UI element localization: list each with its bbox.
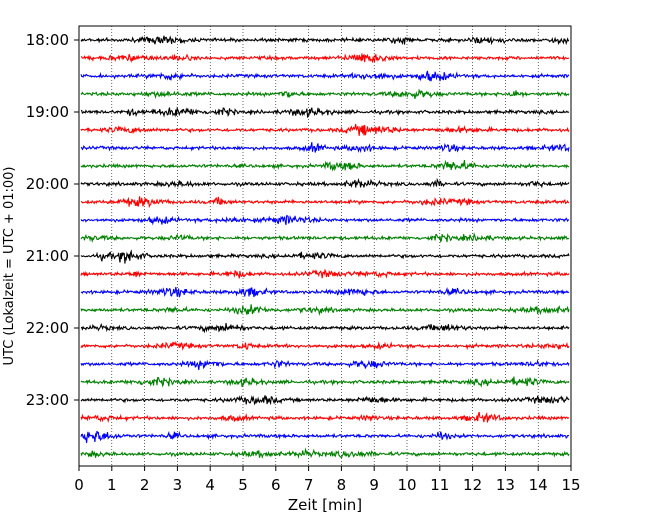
x-tick-label: 4: [205, 476, 215, 494]
seismogram-trace: [80, 395, 570, 406]
x-tick-label: 10: [397, 476, 416, 494]
seismogram-trace: [80, 304, 570, 316]
x-tick-label: 9: [369, 476, 379, 494]
y-tick-label: 22:00: [26, 319, 69, 337]
x-tick-label: 6: [271, 476, 281, 494]
seismogram-trace: [80, 214, 570, 226]
x-axis-label: Zeit [min]: [288, 496, 362, 514]
x-tick-label: 2: [140, 476, 150, 494]
y-tick-label: 20:00: [26, 175, 69, 193]
seismogram-trace: [80, 322, 570, 334]
x-tick-label: 1: [107, 476, 117, 494]
seismogram-trace: [80, 249, 570, 264]
plot-frame: [78, 25, 572, 467]
y-axis: 18:00 19:00 20:00 21:00 22:00 23:00: [26, 31, 79, 409]
x-tick-label: 12: [463, 476, 482, 494]
seismogram-trace: [80, 70, 570, 82]
x-tick-label: 8: [337, 476, 347, 494]
x-tick-label: 14: [529, 476, 548, 494]
seismogram-trace: [80, 268, 570, 279]
seismogram-trace: [80, 376, 570, 388]
seismogram-trace: [80, 177, 570, 189]
seismogram-trace: [80, 196, 570, 209]
x-tick-label: 11: [430, 476, 449, 494]
y-tick-label: 19:00: [26, 103, 69, 121]
seismogram-traces: [80, 35, 570, 459]
x-tick-label: 13: [496, 476, 515, 494]
seismogram-trace: [80, 411, 570, 423]
x-tick-label: 3: [173, 476, 183, 494]
seismogram-trace: [80, 106, 570, 118]
seismogram-trace: [80, 340, 570, 351]
seismogram-trace: [80, 359, 570, 371]
seismogram-trace: [80, 142, 570, 154]
x-tick-label: 0: [74, 476, 84, 494]
seismogram-trace: [80, 232, 570, 244]
seismogram-trace: [80, 430, 570, 444]
x-tick-label: 7: [304, 476, 314, 494]
x-tick-label: 15: [561, 476, 580, 494]
seismogram-trace: [80, 447, 570, 459]
seismogram-trace: [80, 159, 570, 172]
x-axis: 0 1 2 3 4 5 6 7 8 9 10 11 12 13 14 15: [74, 466, 581, 494]
seismogram-trace: [80, 286, 570, 298]
y-tick-label: 21:00: [26, 247, 69, 265]
x-tick-label: 5: [238, 476, 248, 494]
y-tick-label: 18:00: [26, 31, 69, 49]
y-tick-label: 23:00: [26, 391, 69, 409]
y-axis-label: UTC (Lokalzeit = UTC + 01:00): [2, 167, 17, 366]
seismogram-trace: [80, 35, 570, 46]
seismogram-trace: [80, 53, 570, 64]
seismogram-trace: [80, 88, 570, 100]
seismogram-trace: [80, 123, 570, 136]
grid-lines: [111, 26, 539, 466]
